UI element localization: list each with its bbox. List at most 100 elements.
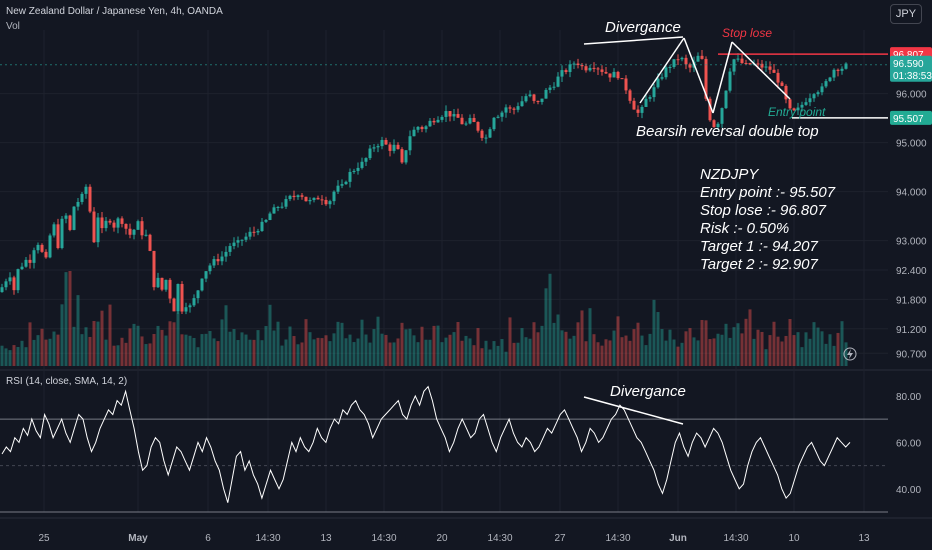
candle-body xyxy=(84,186,88,194)
candle-body xyxy=(756,63,760,65)
volume-bar xyxy=(32,339,36,366)
volume-bar xyxy=(644,345,648,366)
candle-body xyxy=(836,69,840,71)
candle-body xyxy=(228,246,232,252)
candle-body xyxy=(148,234,152,251)
volume-bar xyxy=(180,334,184,366)
rsi-tick-label: 80.00 xyxy=(896,392,921,403)
volume-bar xyxy=(116,345,120,366)
entry-badge-text: 95.507 xyxy=(893,114,924,125)
entry-point-label: Entry point xyxy=(768,105,826,119)
candle-body xyxy=(100,217,104,229)
volume-bar xyxy=(124,342,128,366)
candle-body xyxy=(132,229,136,235)
volume-bar xyxy=(612,330,616,366)
volume-bar xyxy=(452,332,456,366)
candle-body xyxy=(412,129,416,137)
candle-body xyxy=(268,213,272,221)
candle-body xyxy=(344,181,348,185)
candle-body xyxy=(728,71,732,91)
candle-body xyxy=(492,117,496,130)
candle-body xyxy=(824,81,828,87)
lightning-icon xyxy=(843,347,857,361)
candle-body xyxy=(808,98,812,103)
currency-button[interactable]: JPY xyxy=(890,4,922,24)
volume-bar xyxy=(280,345,284,366)
candle-body xyxy=(296,195,300,198)
candle-body xyxy=(108,220,112,223)
current-price-badge-text: 01:38:53 xyxy=(893,71,932,82)
candle-body xyxy=(504,107,508,113)
candle-body xyxy=(276,207,280,209)
volume-bar xyxy=(336,321,340,366)
volume-bar xyxy=(512,342,516,366)
candle-body xyxy=(376,146,380,148)
volume-bar xyxy=(320,338,324,366)
volume-bar xyxy=(196,347,200,366)
volume-bar xyxy=(356,338,360,366)
volume-bar xyxy=(588,308,592,366)
volume-bar xyxy=(276,321,280,366)
trade-notes: NZDJPY Entry point :- 95.507 Stop lose :… xyxy=(700,166,835,274)
candle-body xyxy=(460,117,464,125)
volume-bar xyxy=(460,340,464,366)
candle-body xyxy=(32,250,36,263)
candle-body xyxy=(628,90,632,101)
candle-body xyxy=(456,114,460,118)
time-tick-label: 25 xyxy=(38,533,50,544)
candle-body xyxy=(212,259,216,266)
candle-body xyxy=(840,68,844,71)
volume-bar xyxy=(312,339,316,366)
double-top-line xyxy=(731,41,791,100)
volume-bar xyxy=(288,326,292,366)
volume-bar xyxy=(192,337,196,366)
candle-body xyxy=(416,126,420,130)
symbol-title: New Zealand Dollar / Japanese Yen, 4h, O… xyxy=(6,6,223,17)
candle-body xyxy=(12,277,16,291)
candle-body xyxy=(588,67,592,71)
volume-bar xyxy=(780,341,784,366)
candle-body xyxy=(764,66,768,68)
volume-bar xyxy=(584,341,588,366)
volume-bar xyxy=(400,322,404,366)
volume-bar xyxy=(760,331,764,366)
volume-bar xyxy=(744,318,748,366)
candle-body xyxy=(428,120,432,127)
volume-label: Vol xyxy=(6,21,20,32)
level-lines-layer xyxy=(0,53,888,119)
volume-bar xyxy=(680,342,684,366)
volume-bar xyxy=(128,328,132,366)
candle-body xyxy=(584,66,588,71)
volume-bar xyxy=(768,335,772,366)
volume-bar xyxy=(332,333,336,366)
candle-body xyxy=(248,231,252,237)
candle-body xyxy=(152,250,156,288)
candle-body xyxy=(252,231,256,233)
candle-body xyxy=(516,106,520,110)
candle-body xyxy=(356,167,360,171)
volume-bar xyxy=(44,339,48,366)
volume-bar xyxy=(764,349,768,366)
volume-bar xyxy=(548,273,552,366)
candle-body xyxy=(260,221,264,232)
volume-bar xyxy=(12,345,16,366)
volume-bar xyxy=(536,332,540,366)
double-top-line xyxy=(683,37,714,114)
volume-bar xyxy=(568,338,572,366)
volume-bar xyxy=(772,321,776,366)
candle-body xyxy=(464,123,468,125)
candle-body xyxy=(380,140,384,147)
candle-body xyxy=(784,85,788,100)
candle-body xyxy=(696,55,700,62)
volume-bar xyxy=(516,342,520,366)
volume-bar xyxy=(256,330,260,366)
candle-body xyxy=(164,279,168,290)
time-tick-label: 13 xyxy=(858,533,870,544)
volume-bar xyxy=(216,341,220,366)
volume-bar xyxy=(736,323,740,366)
candle-body xyxy=(440,116,444,120)
time-tick-label: 14:30 xyxy=(255,533,280,544)
volume-bar xyxy=(240,332,244,366)
volume-bar xyxy=(252,339,256,366)
candle-body xyxy=(636,109,640,113)
